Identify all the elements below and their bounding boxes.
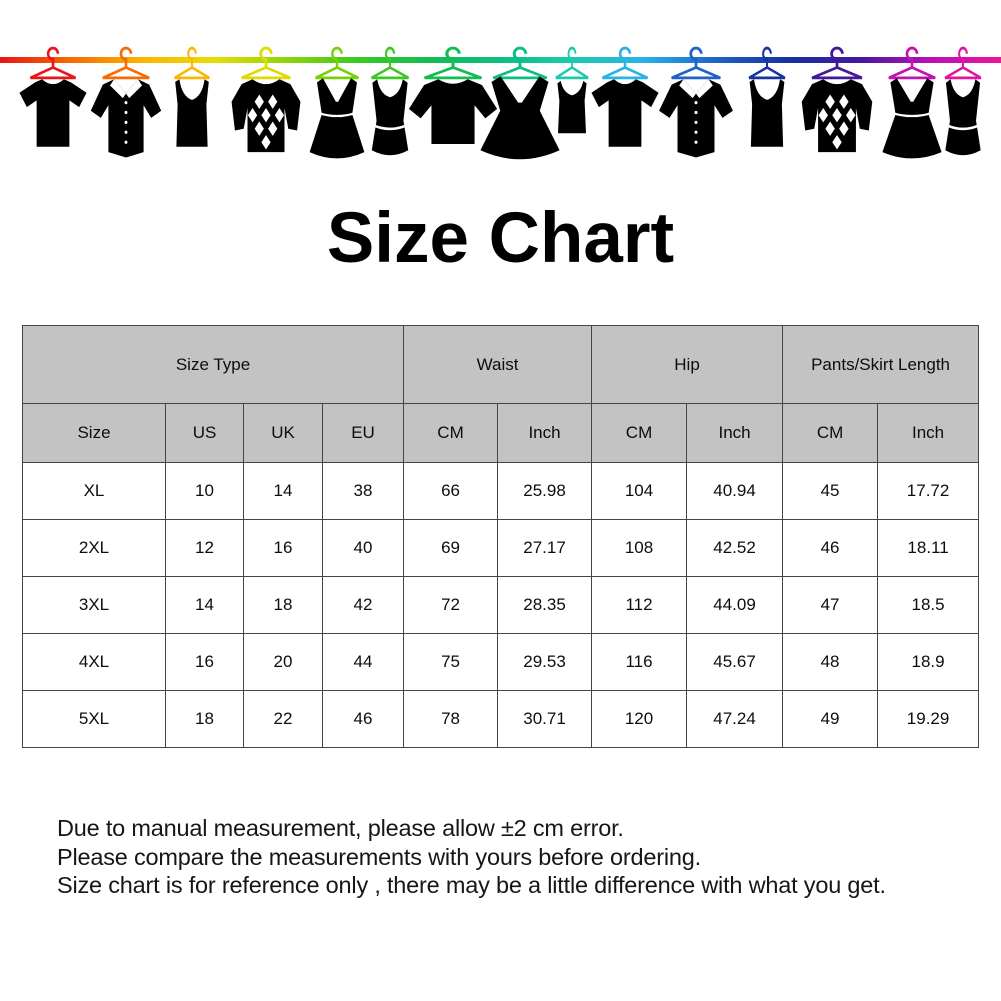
group-header-row: Size Type Waist Hip Pants/Skirt Length bbox=[21, 325, 980, 404]
measurement-cell: 14 bbox=[165, 576, 244, 634]
measurement-cell: 10 bbox=[165, 462, 244, 520]
note-line: Please compare the measurements with you… bbox=[57, 843, 701, 870]
measurement-cell: 69 bbox=[403, 519, 499, 577]
measurement-cell: 108 bbox=[591, 519, 688, 577]
measurement-cell: 47 bbox=[782, 576, 879, 634]
measurement-cell: 104 bbox=[591, 462, 688, 520]
measurement-cell: 30.71 bbox=[497, 690, 593, 748]
measurement-cell: 17.72 bbox=[877, 462, 980, 520]
column-header: EU bbox=[321, 403, 405, 463]
measurement-notes: Due to manual measurement, please allow … bbox=[57, 814, 886, 900]
column-header: Inch bbox=[877, 403, 980, 463]
tshirt-icon bbox=[591, 46, 659, 147]
measurement-cell: 20 bbox=[243, 633, 323, 691]
measurement-cell: 46 bbox=[782, 519, 879, 577]
measurement-cell: 40 bbox=[321, 519, 405, 577]
size-label-cell: 3XL bbox=[22, 576, 166, 634]
size-label-cell: 5XL bbox=[22, 690, 166, 748]
size-table: Size Type Waist Hip Pants/Skirt Length Size U… bbox=[21, 325, 980, 748]
measurement-cell: 72 bbox=[403, 576, 499, 634]
measurement-cell: 116 bbox=[591, 633, 688, 691]
measurement-cell: 44 bbox=[321, 633, 405, 691]
clothesline-banner bbox=[0, 0, 1001, 175]
size-label-cell: XL bbox=[22, 462, 166, 520]
column-header: Inch bbox=[686, 403, 784, 463]
column-header: CM bbox=[403, 403, 499, 463]
measurement-cell: 44.09 bbox=[686, 576, 784, 634]
measurement-cell: 40.94 bbox=[686, 462, 784, 520]
measurement-cell: 18 bbox=[243, 576, 323, 634]
measurement-cell: 45 bbox=[782, 462, 879, 520]
column-header: UK bbox=[243, 403, 323, 463]
page-title: Size Chart bbox=[326, 199, 675, 278]
measurement-cell: 112 bbox=[591, 576, 688, 634]
column-header: CM bbox=[591, 403, 688, 463]
column-header-row: Size US UK EU CM Inch CM Inch CM Inch bbox=[22, 403, 980, 463]
measurement-cell: 25.98 bbox=[497, 462, 593, 520]
measurement-cell: 18.5 bbox=[877, 576, 980, 634]
measurement-cell: 49 bbox=[782, 690, 879, 748]
button-shirt-icon bbox=[90, 46, 162, 158]
table-row: 3XL 14 18 42 72 28.35 112 44.09 47 18.5 bbox=[22, 576, 980, 634]
table-row: XL 10 14 38 66 25.98 104 40.94 45 17.72 bbox=[22, 462, 980, 520]
size-label-cell: 2XL bbox=[22, 519, 166, 577]
argyle-sweater-icon bbox=[801, 46, 873, 153]
measurement-cell: 22 bbox=[243, 690, 323, 748]
button-shirt-icon bbox=[659, 46, 733, 158]
group-header: Pants/Skirt Length bbox=[782, 325, 980, 404]
measurement-cell: 42 bbox=[321, 576, 405, 634]
measurement-cell: 120 bbox=[591, 690, 688, 748]
table-body: XL 10 14 38 66 25.98 104 40.94 45 17.72 2XL 12 16 40 6… bbox=[22, 462, 980, 748]
measurement-cell: 38 bbox=[321, 462, 405, 520]
measurement-cell: 18 bbox=[165, 690, 244, 748]
measurement-cell: 48 bbox=[782, 633, 879, 691]
measurement-cell: 27.17 bbox=[497, 519, 593, 577]
tshirt-icon bbox=[19, 46, 87, 147]
measurement-cell: 45.67 bbox=[686, 633, 784, 691]
measurement-cell: 28.35 bbox=[497, 576, 593, 634]
group-header: Waist bbox=[403, 325, 593, 404]
column-header: CM bbox=[782, 403, 879, 463]
table-row: 4XL 16 20 44 75 29.53 116 45.67 48 18.9 bbox=[22, 633, 980, 691]
column-header: Inch bbox=[497, 403, 593, 463]
measurement-cell: 66 bbox=[403, 462, 499, 520]
measurement-cell: 18.11 bbox=[877, 519, 980, 577]
table-row: 5XL 18 22 46 78 30.71 120 47.24 49 19.29 bbox=[22, 690, 980, 748]
measurement-cell: 18.9 bbox=[877, 633, 980, 691]
table-header: Size Type Waist Hip Pants/Skirt Length Size U… bbox=[21, 325, 980, 463]
note-line: Size chart is for reference only , there… bbox=[57, 872, 886, 898]
column-header: Size bbox=[22, 403, 166, 463]
tank-top-icon bbox=[747, 46, 787, 147]
measurement-cell: 78 bbox=[403, 690, 499, 748]
argyle-sweater-icon bbox=[231, 46, 301, 153]
measurement-cell: 47.24 bbox=[686, 690, 784, 748]
measurement-cell: 75 bbox=[403, 633, 499, 691]
measurement-cell: 19.29 bbox=[877, 690, 980, 748]
measurement-cell: 42.52 bbox=[686, 519, 784, 577]
measurement-cell: 12 bbox=[165, 519, 244, 577]
measurement-cell: 46 bbox=[321, 690, 405, 748]
table-row: 2XL 12 16 40 69 27.17 108 42.52 46 18.11 bbox=[22, 519, 980, 577]
measurement-cell: 29.53 bbox=[497, 633, 593, 691]
clothesline-gradient-line bbox=[0, 57, 1001, 63]
group-header: Size Type bbox=[21, 325, 405, 404]
measurement-cell: 16 bbox=[165, 633, 244, 691]
tank-top-icon bbox=[173, 46, 211, 147]
column-header: US bbox=[165, 403, 244, 463]
size-label-cell: 4XL bbox=[22, 633, 166, 691]
group-header: Hip bbox=[591, 325, 784, 404]
tank-dress-icon bbox=[943, 46, 983, 157]
measurement-cell: 16 bbox=[243, 519, 323, 577]
measurement-cell: 14 bbox=[243, 462, 323, 520]
note-line: Due to manual measurement, please allow … bbox=[57, 815, 624, 841]
